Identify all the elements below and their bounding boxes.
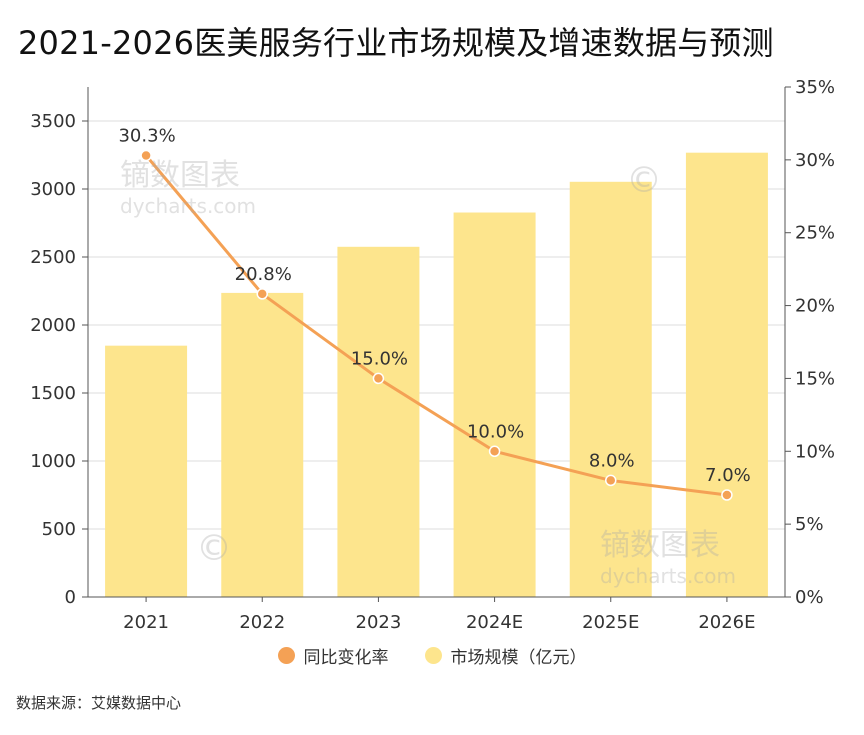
y-right-tick-label: 35% (795, 77, 835, 98)
y-left-tick-label: 3000 (30, 179, 76, 200)
source-note: 数据来源：艾媒数据中心 (16, 694, 182, 712)
chart-title: 2021-2026医美服务行业市场规模及增速数据与预测 (18, 24, 774, 62)
y-right-tick-label: 10% (795, 441, 835, 462)
y-left-tick-label: 3500 (30, 111, 76, 132)
x-tick-label: 2026E (698, 612, 755, 633)
growth-rate-line (144, 154, 728, 497)
y-right-tick-label: 0% (795, 587, 824, 608)
growth-rate-point (721, 489, 733, 501)
y-right-tick-label: 20% (795, 296, 835, 317)
x-tick-label: 2022 (239, 612, 285, 633)
y-right-tick-label: 15% (795, 368, 835, 389)
bar (221, 292, 304, 597)
x-tick-label: 2025E (582, 612, 639, 633)
growth-rate-point (256, 288, 268, 300)
y-left-tick-label: 0 (65, 587, 76, 608)
y-left-tick-label: 1000 (30, 451, 76, 472)
legend-item-line: 同比变化率 (277, 643, 389, 668)
y-left-tick-label: 1500 (30, 383, 76, 404)
legend-bar-swatch (424, 647, 442, 664)
growth-rate-point (140, 149, 152, 162)
y-right-tick-label: 25% (795, 223, 835, 244)
legend-line-swatch (277, 647, 295, 664)
bar (337, 246, 420, 598)
growth-rate-label: 7.0% (705, 465, 751, 486)
growth-rate-label: 8.0% (589, 450, 635, 471)
legend-line-label: 同比变化率 (303, 648, 389, 668)
x-tick-label: 2023 (356, 612, 402, 633)
legend-bar-label: 市场规模（亿元） (450, 648, 587, 668)
y-right-tick-label: 30% (795, 150, 835, 171)
bar (685, 152, 768, 598)
bar (105, 345, 188, 597)
y-right-tick-label: 5% (795, 514, 824, 535)
growth-rate-point (605, 474, 617, 487)
bar (569, 181, 652, 598)
y-left-tick-label: 2500 (30, 247, 76, 268)
growth-rate-label: 30.3% (118, 125, 175, 146)
combo-chart: 0 500 1000 1500 2000 2500 3000 3500 0% 5% 10% 15% 20… (30, 77, 835, 633)
x-tick-label: 2021 (123, 612, 169, 633)
growth-rate-point (372, 372, 385, 385)
growth-rate-point (488, 445, 501, 458)
legend: 同比变化率 市场规模（亿元） (0, 643, 864, 668)
y-left-tick-label: 2000 (30, 315, 76, 336)
growth-rate-label: 10.0% (467, 421, 524, 442)
legend-item-bar: 市场规模（亿元） (424, 643, 587, 668)
y-left-tick-label: 500 (42, 519, 76, 540)
growth-rate-label: 20.8% (235, 264, 292, 285)
x-tick-label: 2024E (466, 612, 523, 633)
bar (453, 212, 536, 597)
growth-rate-label: 15.0% (351, 348, 408, 369)
